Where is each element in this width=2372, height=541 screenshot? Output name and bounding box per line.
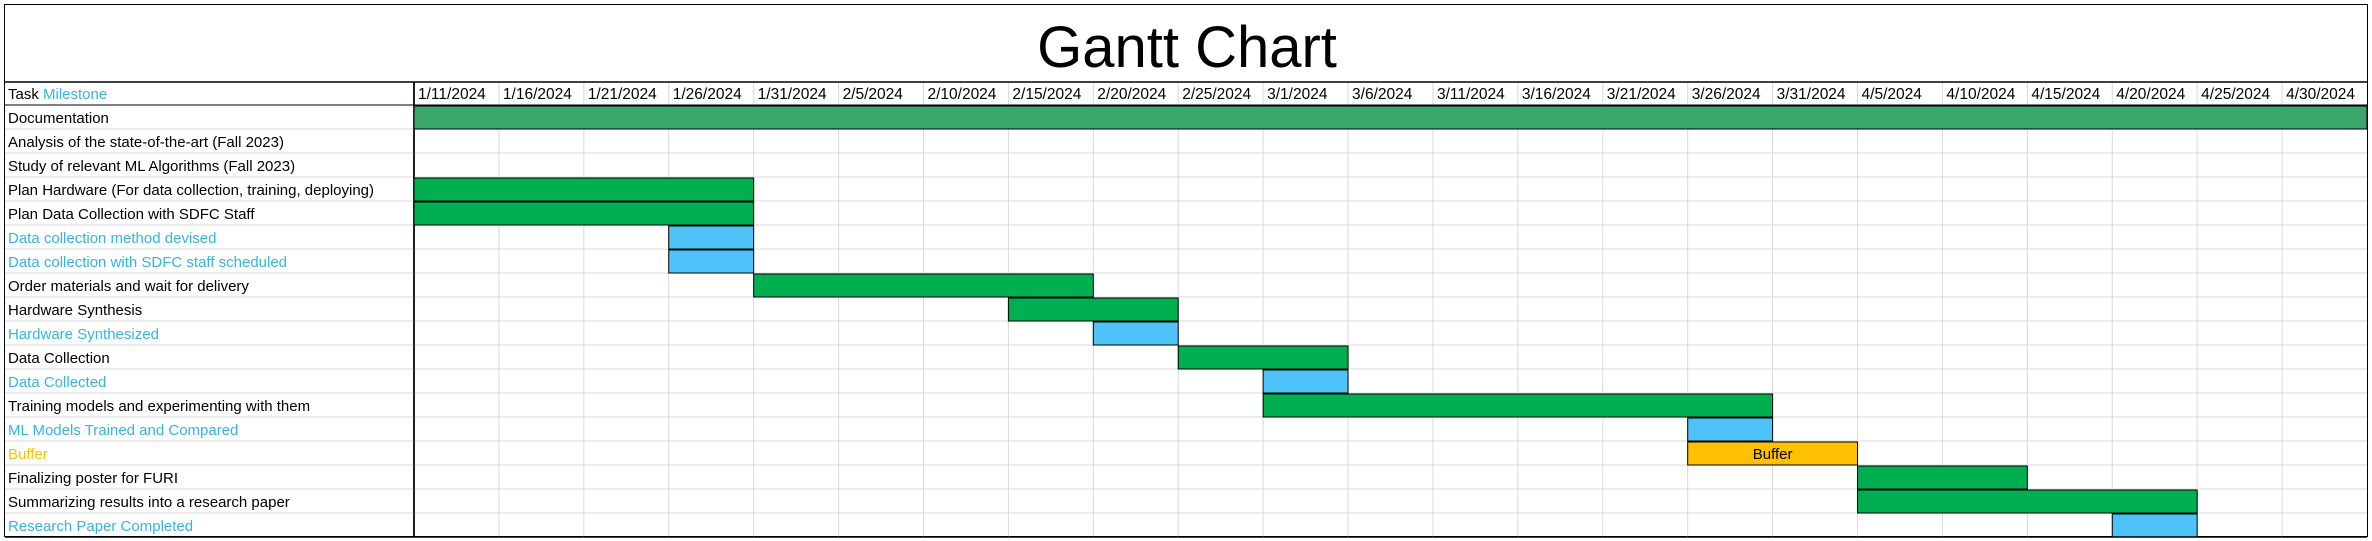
date-tick-label: 3/26/2024	[1692, 86, 1761, 103]
date-tick-label: 1/21/2024	[588, 86, 657, 103]
task-label: Order materials and wait for delivery	[8, 278, 249, 295]
task-bar	[1857, 489, 2198, 514]
date-tick-label: 4/10/2024	[1946, 86, 2015, 103]
date-tick-label: 3/21/2024	[1607, 86, 1676, 103]
date-tick-label: 3/16/2024	[1522, 86, 1591, 103]
milestone-legend-label: Milestone	[43, 86, 107, 103]
task-bar	[413, 177, 755, 202]
date-tick-label: 4/25/2024	[2201, 86, 2270, 103]
date-tick-label: 3/6/2024	[1352, 86, 1413, 103]
task-label: Training models and experimenting with t…	[8, 398, 310, 415]
milestone-bar	[1092, 321, 1179, 346]
milestone-bar	[1262, 369, 1349, 394]
date-tick-label: 2/5/2024	[843, 86, 904, 103]
date-tick-label: 1/11/2024	[418, 86, 486, 103]
bar-label: Buffer	[1753, 446, 1793, 463]
date-tick-label: 1/31/2024	[758, 86, 827, 103]
date-tick-label: 3/1/2024	[1267, 86, 1328, 103]
date-tick-label: 2/15/2024	[1012, 86, 1081, 103]
buffer-bar	[1687, 441, 1859, 466]
task-label: Plan Data Collection with SDFC Staff	[8, 206, 255, 223]
milestone-bar	[668, 249, 755, 274]
task-label: Data Collected	[8, 374, 106, 391]
date-tick-label: 4/20/2024	[2116, 86, 2185, 103]
task-bar	[413, 201, 755, 226]
task-label: Documentation	[8, 110, 109, 127]
date-tick-label: 3/11/2024	[1437, 86, 1505, 103]
date-tick-label: 3/31/2024	[1777, 86, 1846, 103]
task-label: Plan Hardware (For data collection, trai…	[8, 182, 374, 199]
task-label: Study of relevant ML Algorithms (Fall 20…	[8, 158, 295, 175]
task-label: Summarizing results into a research pape…	[8, 494, 290, 511]
task-bar	[1177, 345, 1349, 370]
task-label: Data Collection	[8, 350, 110, 367]
date-tick-label: 1/26/2024	[673, 86, 742, 103]
documentation-bar	[413, 105, 2368, 130]
task-label: Hardware Synthesized	[8, 326, 159, 343]
header-task-label: Task Milestone	[8, 86, 107, 103]
task-label: Buffer	[8, 446, 48, 463]
task-label: Data collection method devised	[8, 230, 216, 247]
task-label: Hardware Synthesis	[8, 302, 142, 319]
task-label: Analysis of the state-of-the-art (Fall 2…	[8, 134, 284, 151]
date-tick-label: 1/16/2024	[503, 86, 572, 103]
date-tick-label: 2/20/2024	[1097, 86, 1166, 103]
task-bar	[753, 273, 1094, 298]
date-tick-label: 4/30/2024	[2286, 86, 2355, 103]
date-tick-label: 4/5/2024	[1862, 86, 1923, 103]
milestone-bar	[1687, 417, 1774, 442]
task-legend-label: Task	[8, 86, 43, 103]
milestone-bar	[668, 225, 755, 250]
date-tick-label: 2/10/2024	[927, 86, 996, 103]
task-label: Data collection with SDFC staff schedule…	[8, 254, 287, 271]
chart-frame: Gantt Chart	[4, 4, 2368, 537]
milestone-bar	[2111, 513, 2198, 538]
task-bar	[1007, 297, 1179, 322]
chart-title: Gantt Chart	[1037, 15, 1337, 80]
date-tick-label: 4/15/2024	[2031, 86, 2100, 103]
task-bar	[1857, 465, 2028, 490]
task-bar	[1262, 393, 1774, 418]
task-label: Finalizing poster for FURI	[8, 470, 178, 487]
task-label: ML Models Trained and Compared	[8, 422, 238, 439]
date-tick-label: 2/25/2024	[1182, 86, 1251, 103]
task-label: Research Paper Completed	[8, 518, 193, 535]
